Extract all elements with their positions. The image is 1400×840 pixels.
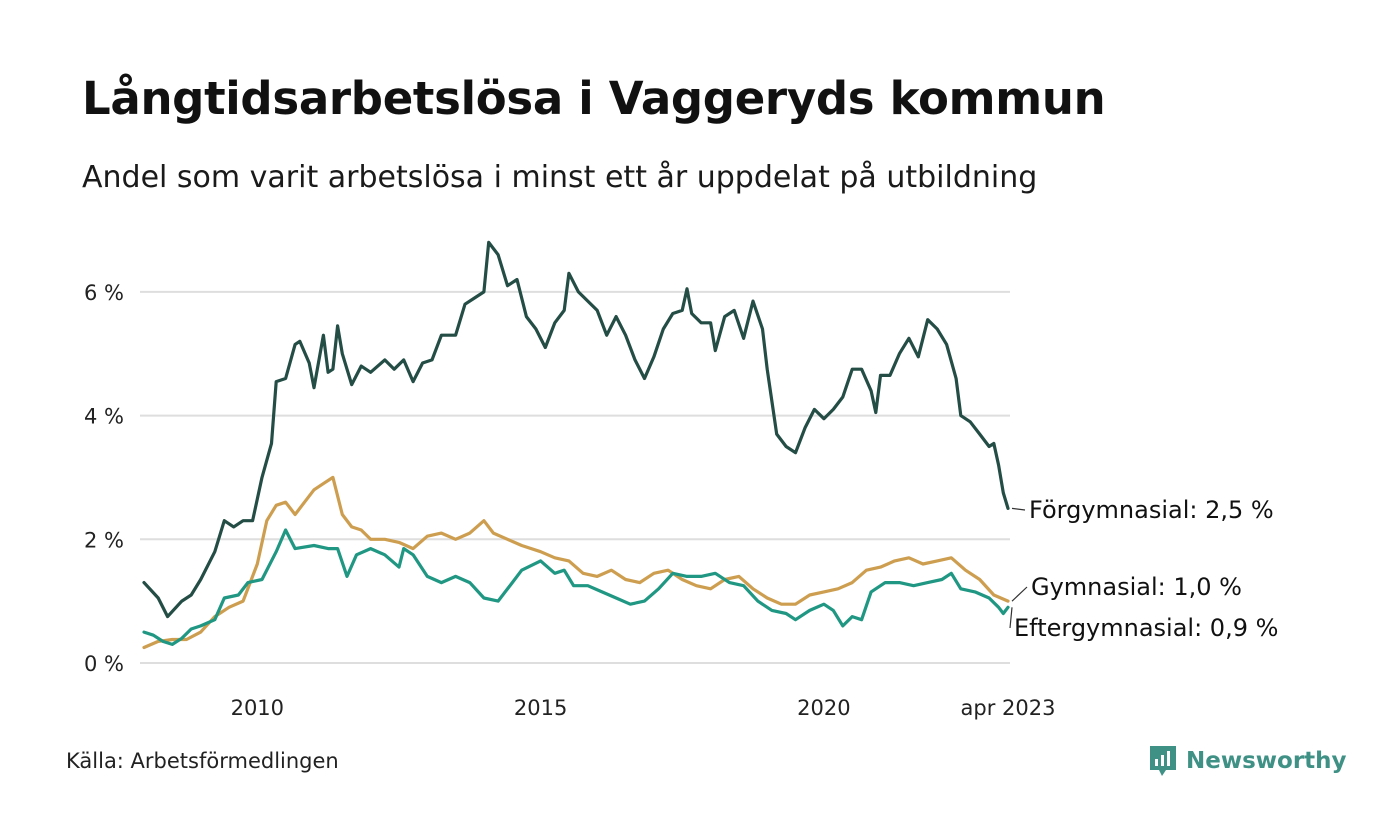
x-tick-label: apr 2023 bbox=[961, 696, 1056, 720]
y-axis-ticks: 0 % 2 % 4 % 6 % bbox=[84, 281, 124, 676]
y-tick-label: 0 % bbox=[84, 652, 124, 676]
y-tick-label: 2 % bbox=[84, 528, 124, 552]
gridlines bbox=[140, 290, 1010, 664]
x-tick-label: 2020 bbox=[797, 696, 850, 720]
x-tick-label: 2010 bbox=[231, 696, 284, 720]
series-line-gymnasial bbox=[142, 475, 1010, 650]
brand-logo: Newsworthy bbox=[1148, 744, 1347, 778]
series-end-label: Eftergymnasial: 0,9 % bbox=[1014, 614, 1278, 642]
series-end-label: Gymnasial: 1,0 % bbox=[1031, 573, 1242, 601]
leader-line bbox=[1009, 607, 1013, 629]
series-end-label: Förgymnasial: 2,5 % bbox=[1029, 496, 1274, 524]
y-tick-label: 6 % bbox=[84, 281, 124, 305]
chart-subtitle: Andel som varit arbetslösa i minst ett å… bbox=[82, 160, 1038, 195]
series-line-förgymnasial bbox=[142, 240, 1010, 619]
chart-title: Långtidsarbetslösa i Vaggeryds kommun bbox=[82, 72, 1106, 125]
newsworthy-logo-icon bbox=[1150, 746, 1176, 776]
series-line-eftergymnasial bbox=[142, 528, 1010, 646]
leader-line bbox=[1011, 507, 1026, 511]
series-end-labels: Förgymnasial: 2,5 % Gymnasial: 1,0 % Efter… bbox=[1009, 496, 1278, 642]
brand-name: Newsworthy bbox=[1186, 748, 1347, 774]
x-axis-ticks: 2010 2015 2020 apr 2023 bbox=[231, 696, 1056, 720]
y-tick-label: 4 % bbox=[84, 405, 124, 429]
x-tick-label: 2015 bbox=[514, 696, 567, 720]
leader-line bbox=[1011, 586, 1028, 602]
source-note: Källa: Arbetsförmedlingen bbox=[66, 749, 339, 773]
series-lines bbox=[142, 240, 1010, 650]
